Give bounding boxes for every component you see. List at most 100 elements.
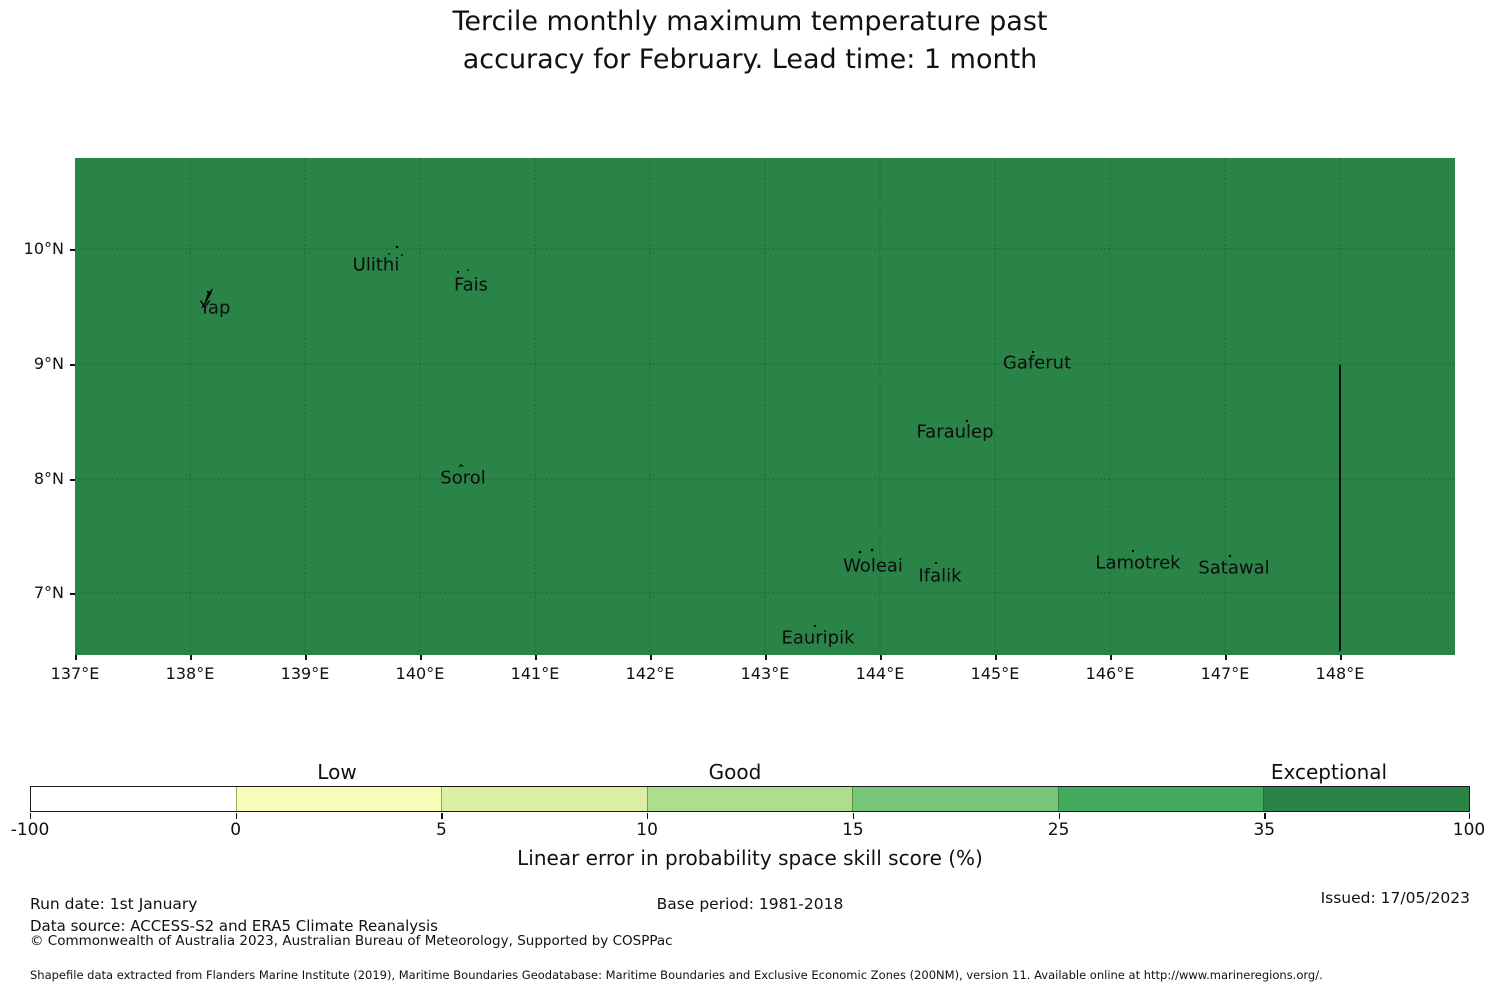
island-marker-yap xyxy=(201,287,213,308)
map-panel: Yap Ulithi Fais Sorol Gaferut Faraulep W… xyxy=(75,158,1455,655)
island-label-satawal: Satawal xyxy=(1198,557,1270,579)
ytick-label-10n: 10°N xyxy=(23,239,64,258)
base-period-text: Base period: 1981-2018 xyxy=(656,895,844,913)
colorbar-segment xyxy=(1263,787,1470,811)
colorbar-ticklabel-15: 15 xyxy=(842,820,864,840)
xtick-label-140e: 140°E xyxy=(395,664,445,683)
island-marker-ifalik xyxy=(934,561,938,565)
island-marker-gaferut xyxy=(1031,350,1035,354)
colorbar-category-low: Low xyxy=(317,760,357,784)
xtick-label-146e: 146°E xyxy=(1085,664,1135,683)
colorbar-ticklabel-5: 5 xyxy=(435,820,447,840)
run-date-text: Run date: 1st January xyxy=(30,895,198,913)
colorbar-tick xyxy=(1058,813,1060,819)
colorbar-tick xyxy=(852,813,855,819)
island-marker-fais-dot2 xyxy=(467,269,469,271)
colorbar-tick xyxy=(235,813,237,819)
island-label-fais: Fais xyxy=(453,274,489,296)
xtick-mark xyxy=(190,655,192,660)
xtick-mark xyxy=(765,655,767,660)
xtick-label-144e: 144°E xyxy=(855,664,905,683)
island-marker-faraulep xyxy=(965,419,969,423)
colorbar-segment xyxy=(852,787,1058,811)
xtick-label-148e: 148°E xyxy=(1315,664,1365,683)
xtick-label-141e: 141°E xyxy=(510,664,560,683)
xtick-mark xyxy=(880,655,882,660)
island-marker-ulithi xyxy=(395,245,399,249)
colorbar-ticklabel-0: 0 xyxy=(230,820,242,840)
island-marker-yap-dot xyxy=(206,290,210,294)
data-source-text: Data source: ACCESS-S2 and ERA5 Climate … xyxy=(30,917,438,935)
xtick-mark xyxy=(1225,655,1227,660)
colorbar-tick xyxy=(1469,813,1471,819)
chart-title: Tercile monthly maximum temperature past… xyxy=(0,3,1500,79)
island-marker-sorol xyxy=(458,464,464,468)
island-markers xyxy=(201,245,1232,628)
copyright-text: © Commonwealth of Australia 2023, Austra… xyxy=(30,933,673,949)
colorbar-ticklabel-10: 10 xyxy=(636,820,658,840)
island-label-faraulep: Faraulep xyxy=(916,421,994,443)
xtick-label-145e: 145°E xyxy=(970,664,1020,683)
ytick-label-9n: 9°N xyxy=(33,354,64,373)
island-marker-eauripik xyxy=(813,624,817,628)
colorbar-segment xyxy=(1057,787,1264,811)
island-label-ifalik: Ifalik xyxy=(918,565,962,587)
xtick-mark xyxy=(650,655,652,660)
ytick-mark xyxy=(70,479,75,481)
island-marker-ulithi-dot3 xyxy=(401,254,403,256)
island-marker-lamotrek xyxy=(1131,549,1135,553)
colorbar-tick xyxy=(1264,813,1266,819)
ytick-label-8n: 8°N xyxy=(33,469,64,488)
xtick-label-143e: 143°E xyxy=(740,664,790,683)
island-label-eauripik: Eauripik xyxy=(781,627,855,649)
ytick-mark xyxy=(70,249,75,251)
colorbar-segment xyxy=(31,787,236,811)
island-label-gaferut: Gaferut xyxy=(1002,352,1072,374)
colorbar-ticklabel-25: 25 xyxy=(1047,820,1070,840)
colorbar-tick xyxy=(30,813,32,819)
xtick-label-147e: 147°E xyxy=(1200,664,1250,683)
xtick-mark xyxy=(1340,655,1342,660)
ytick-mark xyxy=(70,364,75,366)
colorbar-ticklabel-neg100: -100 xyxy=(10,820,50,840)
xtick-mark xyxy=(1110,655,1112,660)
xtick-label-142e: 142°E xyxy=(625,664,675,683)
ytick-mark xyxy=(70,593,75,595)
xtick-label-139e: 139°E xyxy=(280,664,330,683)
graticule-meridians xyxy=(189,158,1341,655)
xtick-mark xyxy=(535,655,537,660)
colorbar-ticklabel-35: 35 xyxy=(1253,820,1276,840)
map-overlay-svg xyxy=(75,158,1455,655)
xtick-mark xyxy=(75,655,77,660)
colorbar-category-exceptional: Exceptional xyxy=(1270,760,1388,784)
xtick-mark xyxy=(305,655,307,660)
colorbar-segment xyxy=(646,787,853,811)
graticule-parallels xyxy=(75,248,1455,594)
island-marker-woleai xyxy=(858,550,862,554)
issued-date-text: Issued: 17/05/2023 xyxy=(1320,889,1470,907)
colorbar-category-good: Good xyxy=(708,760,762,784)
xtick-mark xyxy=(995,655,997,660)
island-marker-satawal xyxy=(1228,554,1232,558)
shapefile-attribution-text: Shapefile data extracted from Flanders M… xyxy=(30,968,1323,982)
island-label-yap: Yap xyxy=(199,297,231,319)
island-label-ulithi: Ulithi xyxy=(352,254,400,276)
island-label-woleai: Woleai xyxy=(843,555,903,577)
xtick-label-138e: 138°E xyxy=(165,664,215,683)
chart-title-line1: Tercile monthly maximum temperature past xyxy=(452,6,1048,37)
island-label-lamotrek: Lamotrek xyxy=(1095,552,1181,574)
island-marker-ulithi-dot2 xyxy=(388,253,390,255)
colorbar-tick xyxy=(647,813,649,819)
colorbar-axis-label: Linear error in probability space skill … xyxy=(517,846,983,870)
colorbar-tick xyxy=(441,813,443,819)
colorbar-segment xyxy=(235,787,442,811)
island-marker-fais xyxy=(456,270,460,274)
island-label-sorol: Sorol xyxy=(440,467,486,489)
xtick-label-137e: 137°E xyxy=(50,664,100,683)
island-marker-woleai-dot2 xyxy=(870,548,874,552)
xtick-mark xyxy=(420,655,422,660)
chart-title-line2: accuracy for February. Lead time: 1 mont… xyxy=(462,44,1038,75)
colorbar xyxy=(30,786,1470,812)
ytick-label-7n: 7°N xyxy=(33,583,64,602)
